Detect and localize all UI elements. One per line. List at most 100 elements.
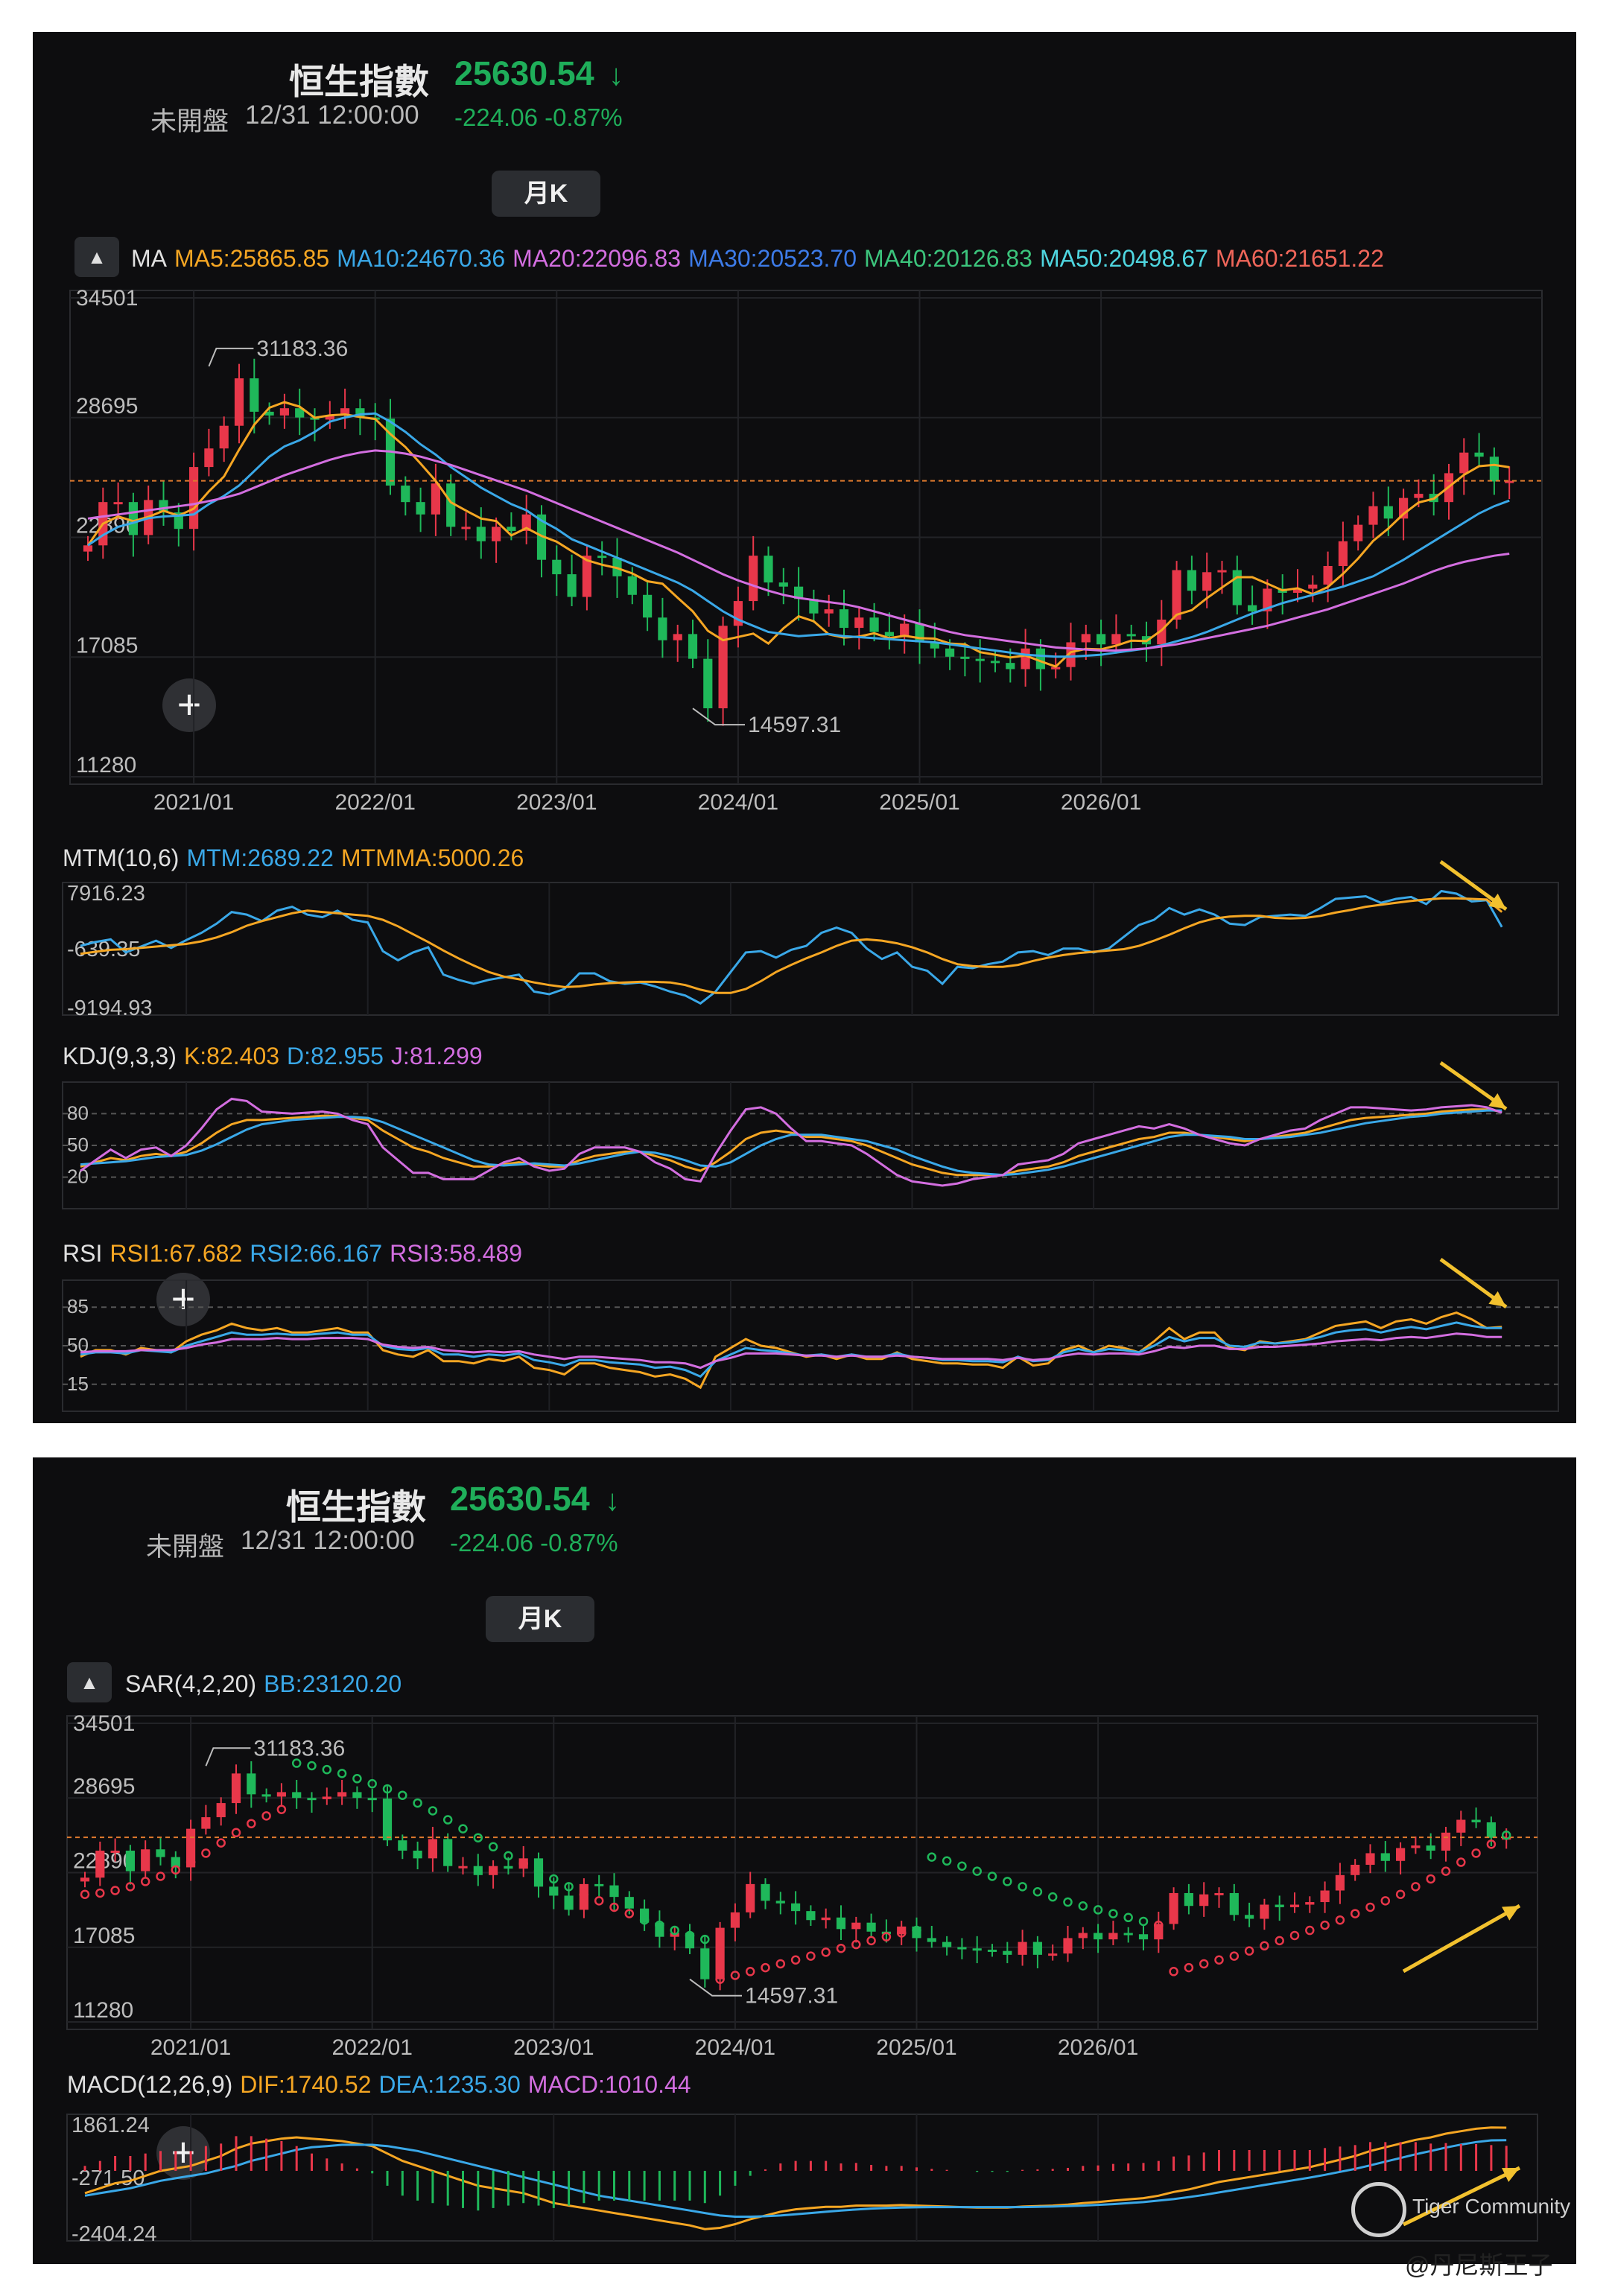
sar-dot [1123,1912,1133,1923]
sar-dot [1411,1882,1421,1892]
low-annotation: 14597.31 [748,713,841,737]
candle-body [446,483,456,527]
candle-body [854,617,864,629]
candle-body [1094,1933,1103,1940]
macd-series-DIF [84,2126,1507,2230]
candle-body [398,1840,407,1851]
rsi-series-RSI1 [80,1311,1502,1390]
sar-legend: SAR(4,2,20) BB:23120.20 [125,1670,416,1698]
sar-dot [579,1889,589,1899]
candle-body [1263,588,1272,611]
price-x-tick: 2026/01 [1058,2035,1138,2060]
ma-legend-1: MA10:24670.36 [337,245,506,272]
kdj-title: KDJ(9,3,3) [63,1043,177,1069]
candle-body [778,582,788,587]
rsi-title: RSI [63,1240,103,1267]
candle-body [295,408,305,418]
yellow-arrow-down-icon-head [1488,1291,1506,1307]
candle-body [340,408,350,416]
candle-body [809,599,819,614]
yellow-arrow-down-icon-head [1488,1093,1506,1109]
rsi-legend-1: RSI2:66.167 [250,1240,383,1267]
sar-dot [1486,1839,1497,1849]
add-drawing-button[interactable]: + [162,678,216,732]
candle-body [1187,570,1196,591]
sar-dot [790,1955,801,1965]
sar-dot [609,1902,619,1912]
market-status: 未開盤 [146,1533,225,1562]
candle-body [80,1877,90,1882]
sar-dot [700,1934,710,1944]
sar-dot [1320,1920,1330,1930]
sar-dot [110,1886,120,1895]
candle-body [401,486,410,503]
price-x-tick: 2021/01 [153,790,234,815]
candle-body [492,527,501,541]
candle-body [1289,1904,1300,1907]
candle-body [1048,1953,1058,1956]
candle-body [1108,1933,1118,1940]
sar-dot [322,1764,332,1775]
candle-body [1051,667,1061,670]
collapse-indicator-icon[interactable]: ▲ [67,1662,112,1702]
price-x-tick: 2025/01 [879,790,959,815]
sar-dot [276,1804,287,1814]
sar-dot [745,1967,755,1977]
price-change: -224.06 -0.87% [450,1529,618,1556]
candle-body [1248,605,1257,611]
candle-body [1365,1853,1375,1865]
candle-body [443,1839,453,1866]
sar-dot [216,1838,226,1848]
price-y-tick: 34501 [73,1711,135,1736]
candle-body [900,623,910,637]
price-y-tick: 34501 [76,286,138,311]
collapse-indicator-icon[interactable]: ▲ [74,237,119,277]
candle-body [1157,619,1167,645]
sar-dot [1108,1909,1118,1918]
candle-body [1320,1890,1330,1903]
sar-dot [1365,1902,1375,1912]
arrow-down-icon: ↓ [605,1484,620,1517]
rsi-y-tick: 15 [67,1373,89,1395]
sar-dot [488,1842,498,1852]
macd-frame [66,2114,1538,2242]
sar-dot [533,1866,544,1876]
candle-body [715,1927,725,1979]
sar-dot [957,1861,967,1871]
candle-body [975,658,985,661]
candle-body [1169,1892,1178,1924]
candle-body [749,556,758,602]
candle-body [521,514,531,531]
sar-dot [655,1920,664,1930]
candle-body [128,502,138,535]
sar-dot [1395,1889,1406,1899]
candle-body [1199,1894,1209,1907]
candle-body [1032,1942,1042,1955]
ma-line-MA5 [86,401,1510,668]
candle-body [1489,457,1499,482]
add-drawing-button-lower[interactable]: + [156,1273,210,1326]
candle-body [1308,584,1318,589]
mtm-frame [62,882,1559,1016]
candle-body [1123,1933,1133,1936]
candle-body [1323,566,1333,585]
sar-dot [1441,1866,1451,1876]
period-button[interactable]: 月K [486,1596,594,1642]
candle-body [428,1839,437,1859]
candle-body [1459,452,1469,474]
candle-body [791,1903,801,1912]
candle-body [851,1922,861,1930]
candle-body [1006,663,1015,670]
low-annotation-leader [689,1978,742,1997]
macd-legend-2: MACD:1010.44 [527,2071,691,2098]
candle-body [990,661,1000,664]
candle-body [972,1948,982,1951]
sar-dot [1047,1892,1058,1902]
candle-body [1217,570,1227,573]
rsi-series-RSI2 [80,1321,1502,1378]
candle-body [685,1933,695,1949]
candle-body [552,559,562,575]
sar-dot [564,1882,574,1892]
candle-body [1456,1819,1466,1833]
period-button[interactable]: 月K [492,171,600,217]
